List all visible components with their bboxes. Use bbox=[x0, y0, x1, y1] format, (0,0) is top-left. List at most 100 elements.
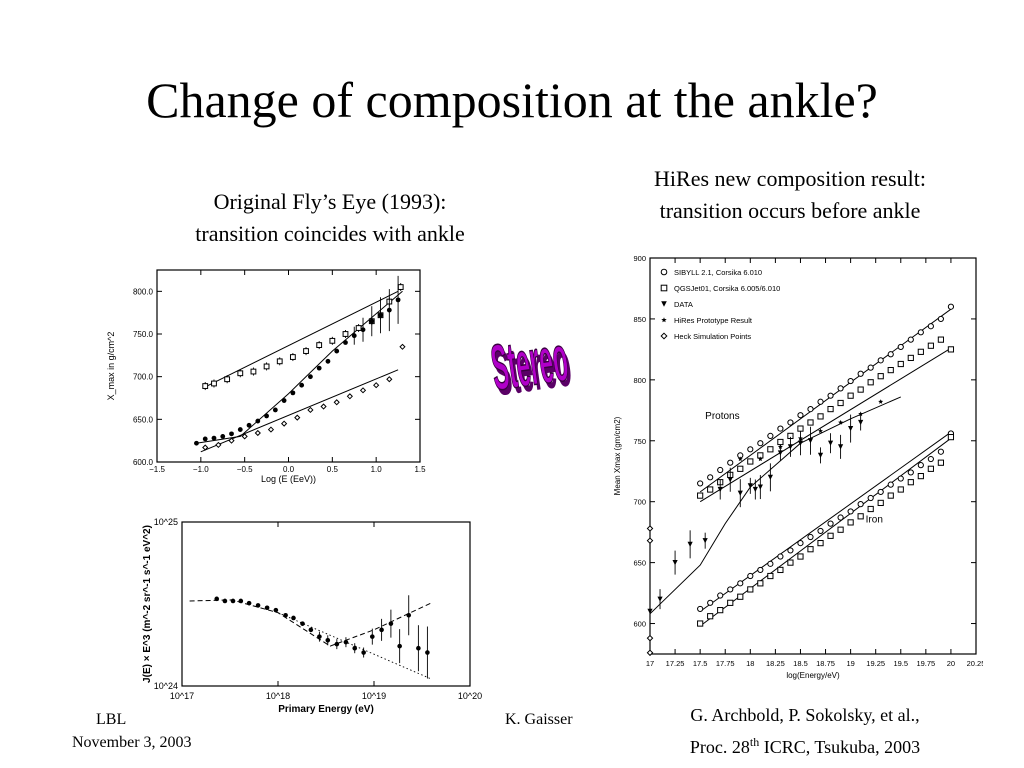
data-point bbox=[214, 596, 220, 602]
data-point bbox=[787, 419, 794, 426]
y-tick-label: 10^25 bbox=[154, 517, 178, 527]
data-point bbox=[877, 499, 884, 507]
caption-left-line2: transition coincides with ankle bbox=[195, 221, 465, 246]
data-point bbox=[747, 586, 754, 593]
data-point bbox=[947, 346, 955, 353]
data-point bbox=[224, 376, 231, 383]
data-point bbox=[857, 386, 864, 393]
data-point bbox=[757, 456, 763, 462]
data-point bbox=[241, 433, 248, 440]
data-point bbox=[294, 414, 301, 421]
data-point bbox=[887, 481, 894, 488]
data-point bbox=[397, 643, 402, 649]
data-point bbox=[907, 479, 914, 486]
data-point bbox=[194, 440, 199, 446]
data-point bbox=[289, 354, 296, 360]
data-point bbox=[777, 553, 784, 560]
data-point bbox=[847, 392, 854, 399]
data-point bbox=[255, 603, 261, 608]
data-point bbox=[797, 540, 804, 547]
data-point bbox=[697, 492, 704, 499]
data-point bbox=[283, 612, 288, 618]
data-point bbox=[827, 405, 834, 413]
reference-line2-pre: Proc. 28 bbox=[689, 737, 750, 757]
y-axis-label: J(E) × E^3 (m^-2 sr^-1 s^-1 eV^2) bbox=[142, 525, 153, 683]
y-tick-label: 850 bbox=[633, 315, 646, 324]
x-tick-label: 19.75 bbox=[916, 659, 935, 668]
data-point bbox=[229, 431, 234, 437]
data-point bbox=[837, 526, 844, 533]
data-point bbox=[386, 307, 392, 313]
data-point bbox=[878, 399, 884, 404]
data-point bbox=[848, 425, 854, 432]
data-point bbox=[359, 387, 367, 394]
data-point bbox=[300, 621, 305, 626]
data-point bbox=[727, 586, 734, 593]
data-point bbox=[237, 370, 244, 377]
data-point bbox=[307, 406, 314, 414]
data-point bbox=[837, 399, 844, 407]
legend-entry: SIBYLL 2.1, Corsika 6.010 bbox=[674, 268, 762, 277]
data-point bbox=[308, 627, 314, 633]
data-point bbox=[273, 607, 279, 613]
data-point bbox=[343, 340, 348, 345]
reference: G. Archbold, P. Sokolsky, et al., Proc. … bbox=[640, 702, 970, 761]
data-point bbox=[290, 390, 296, 396]
caption-left-line1: Original Fly’s Eye (1993): bbox=[213, 189, 447, 214]
data-point bbox=[276, 358, 283, 365]
data-point bbox=[837, 514, 844, 521]
data-point bbox=[837, 385, 844, 392]
data-point bbox=[202, 444, 209, 451]
data-point bbox=[215, 441, 222, 449]
data-point bbox=[907, 336, 914, 343]
x-tick-label: 1.5 bbox=[414, 465, 426, 474]
x-axis-label: Primary Energy (eV) bbox=[278, 704, 374, 715]
data-point bbox=[818, 428, 823, 434]
data-point bbox=[907, 354, 914, 362]
data-point bbox=[299, 382, 305, 388]
x-tick-label: 19.5 bbox=[893, 659, 908, 668]
footer-right: K. Gaisser bbox=[505, 711, 573, 728]
fit-line bbox=[196, 290, 403, 444]
data-point bbox=[797, 412, 804, 419]
data-point bbox=[797, 425, 804, 432]
data-point bbox=[378, 312, 383, 318]
data-point bbox=[847, 519, 854, 526]
data-point bbox=[717, 466, 724, 474]
data-point bbox=[838, 419, 844, 425]
caption-right: HiRes new composition result: transition… bbox=[600, 163, 980, 227]
x-tick-label: 20.25 bbox=[967, 659, 983, 668]
legend-marker bbox=[660, 284, 668, 292]
data-point bbox=[657, 596, 663, 602]
data-point bbox=[777, 566, 784, 574]
data-point bbox=[379, 627, 384, 633]
data-point bbox=[777, 450, 783, 456]
y-axis-label: Mean Xmax (gm/cm2) bbox=[613, 416, 622, 495]
data-point bbox=[291, 615, 296, 621]
data-point bbox=[917, 473, 924, 480]
data-point bbox=[352, 645, 358, 651]
data-point bbox=[887, 492, 894, 499]
data-point bbox=[747, 458, 754, 465]
series-open-diamond bbox=[202, 343, 406, 451]
data-point bbox=[737, 490, 743, 496]
data-point bbox=[887, 366, 894, 374]
data-point bbox=[757, 484, 763, 490]
data-point bbox=[937, 315, 944, 323]
data-point bbox=[937, 448, 944, 455]
data-point bbox=[757, 580, 764, 587]
data-point bbox=[767, 446, 774, 453]
data-point bbox=[202, 436, 208, 442]
data-point bbox=[927, 323, 934, 330]
data-point bbox=[222, 598, 228, 604]
data-point bbox=[897, 360, 904, 368]
data-point bbox=[246, 600, 252, 606]
data-point bbox=[647, 608, 653, 614]
legend-entry: DATA bbox=[674, 300, 693, 309]
data-point bbox=[369, 634, 375, 639]
data-point bbox=[747, 483, 753, 489]
data-point bbox=[334, 641, 340, 647]
data-point bbox=[897, 343, 904, 351]
slide-title: Change of composition at the ankle? bbox=[146, 72, 878, 128]
data-point bbox=[947, 434, 955, 441]
